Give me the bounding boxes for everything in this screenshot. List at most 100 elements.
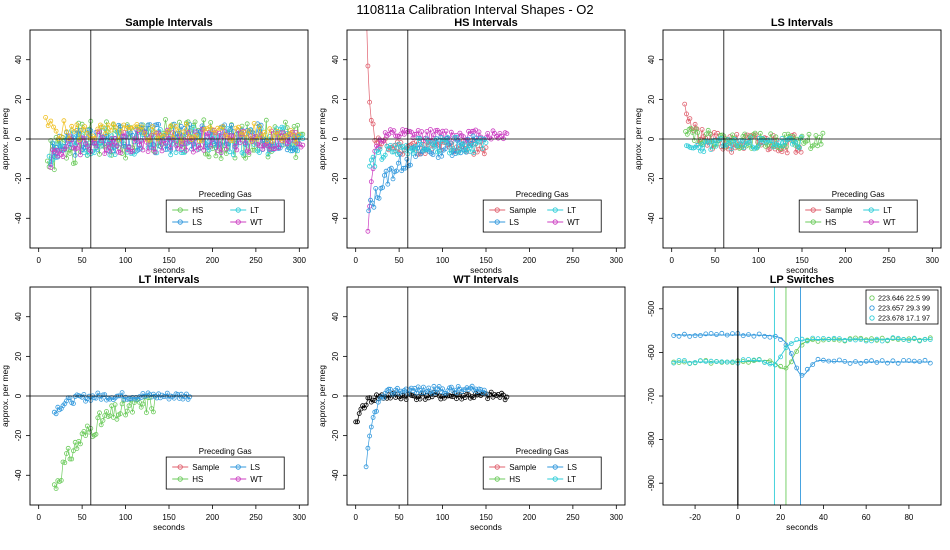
- data-point-WT: [408, 129, 414, 135]
- data-point-LT: [443, 140, 449, 146]
- data-point-LS: [413, 154, 419, 159]
- data-point-LT: [729, 146, 734, 152]
- data-point-LT: [736, 143, 741, 149]
- y-tick-label: -40: [331, 469, 340, 481]
- data-point-HS: [263, 117, 269, 123]
- data-point-LS: [454, 390, 459, 396]
- data-point-WT: [276, 145, 281, 151]
- plot-area: [663, 30, 941, 248]
- data-point-HS: [97, 151, 102, 157]
- data-point-LT: [734, 142, 740, 148]
- series-line-LS: [365, 385, 487, 467]
- data-point-LT: [474, 139, 480, 145]
- switch-point: [740, 333, 746, 339]
- data-point-WT: [208, 143, 214, 149]
- data-point-HS: [51, 482, 57, 488]
- switch-point: [853, 335, 858, 341]
- switch-point: [778, 337, 783, 343]
- y-axis-label: approx. per meg: [633, 108, 643, 170]
- data-point-LS: [102, 392, 108, 398]
- data-point-WT: [78, 152, 83, 158]
- legend-title: Preceding Gas: [832, 190, 885, 199]
- data-point-HS: [218, 156, 224, 162]
- data-point-Sample: [798, 149, 804, 155]
- data-point-HS: [704, 131, 709, 137]
- switch-point: [682, 331, 687, 337]
- data-point-Sample: [370, 121, 376, 127]
- data-point-WT: [485, 130, 491, 136]
- switch-point: [708, 358, 714, 364]
- switch-point: [863, 338, 869, 344]
- data-point-Other: [363, 402, 369, 408]
- data-point-LT: [408, 146, 414, 152]
- data-point-Other: [142, 131, 148, 137]
- legend-title: Preceding Gas: [199, 190, 252, 199]
- data-point-Other: [230, 137, 236, 143]
- switch-point: [772, 333, 778, 339]
- data-point-HS: [203, 151, 208, 157]
- data-point-HS: [51, 167, 57, 173]
- legend-box: [165, 456, 285, 490]
- y-tick-label: -20: [647, 172, 656, 184]
- data-point-HS: [244, 121, 250, 127]
- data-point-LT: [372, 164, 378, 169]
- legend-title: Preceding Gas: [199, 447, 252, 456]
- data-point-Other: [173, 123, 179, 129]
- x-tick-label: 0: [736, 513, 741, 522]
- switch-point: [831, 335, 837, 341]
- data-point-HS: [123, 412, 128, 418]
- switch-point: [756, 331, 762, 337]
- data-point-LS: [453, 151, 459, 156]
- data-point-Other: [485, 396, 491, 402]
- data-point-Other: [183, 121, 189, 127]
- y-tick-label: 20: [331, 351, 340, 360]
- switch-point: [703, 358, 709, 364]
- data-point-LS: [53, 144, 59, 150]
- data-point-LT: [377, 146, 383, 152]
- data-point-HS: [768, 131, 774, 137]
- y-tick-label: -20: [331, 172, 340, 184]
- legend-label: LT: [250, 206, 259, 215]
- switch-point: [890, 335, 896, 341]
- data-point-LT: [699, 142, 705, 148]
- y-tick-label: 40: [331, 312, 340, 321]
- panel-5: WT Intervals 0 50 100 150 200 250 300 -40 -20 0 20 4…: [317, 274, 626, 532]
- switch-point: [762, 333, 767, 339]
- data-point-Other: [288, 127, 294, 133]
- x-axis-label: seconds: [786, 265, 818, 275]
- series-line-HS: [685, 127, 824, 150]
- switch-point: [874, 359, 880, 365]
- legend-marker: [177, 219, 183, 225]
- legend-marker: [869, 315, 875, 321]
- data-point-Other: [199, 137, 205, 143]
- data-point-Other: [144, 137, 150, 143]
- switch-point: [927, 337, 933, 342]
- data-point-Other: [497, 394, 503, 400]
- data-point-HS: [65, 445, 71, 451]
- x-axis-label: seconds: [153, 522, 185, 532]
- data-point-LT: [415, 135, 421, 141]
- switch-point: [906, 336, 912, 342]
- data-point-LS: [469, 383, 475, 389]
- data-point-HS: [799, 133, 805, 139]
- switch-point: [708, 331, 714, 336]
- data-point-LS: [161, 394, 167, 399]
- x-tick-label: 300: [293, 513, 307, 522]
- data-point-LT: [689, 145, 695, 151]
- data-point-LT: [412, 143, 418, 149]
- data-point-LS: [430, 152, 436, 158]
- data-point-Other: [168, 123, 174, 129]
- data-point-Other: [354, 419, 360, 425]
- data-point-Other: [118, 128, 124, 134]
- x-tick-label: 100: [752, 256, 766, 265]
- legend-label: LS: [567, 463, 577, 472]
- switch-point: [885, 360, 890, 366]
- data-point-Other: [209, 127, 215, 133]
- data-point-HS: [295, 122, 301, 128]
- y-tick-label: 20: [331, 94, 340, 103]
- data-point-LT: [471, 150, 477, 156]
- y-tick-label: -20: [14, 172, 23, 184]
- data-point-Other: [131, 124, 137, 130]
- panel-4: LT Intervals 0 50 100 150 200 250 300 -40 -20 0 20 4…: [0, 274, 309, 532]
- x-tick-label: 150: [162, 513, 176, 522]
